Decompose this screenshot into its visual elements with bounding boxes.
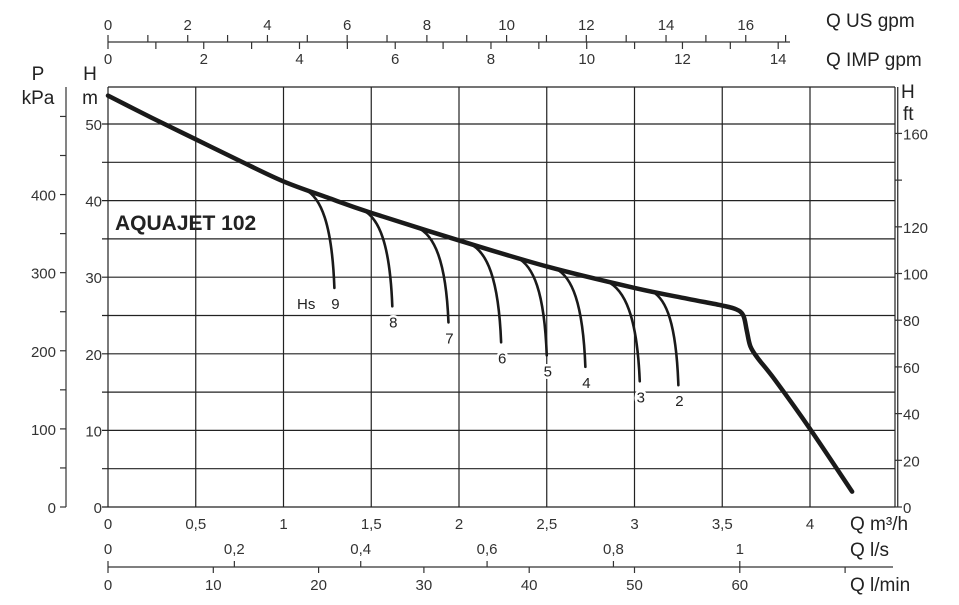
x-tick-label-ls: 0	[104, 541, 112, 558]
x-tick-label-lmin: 20	[310, 577, 327, 594]
y-tick-label-m: 30	[85, 270, 102, 287]
y-tick-label-ft: 20	[903, 453, 920, 470]
y-axis-unit-kpa: kPa	[22, 88, 55, 109]
x-tick-label-us-gpm: 4	[263, 17, 271, 34]
y-tick-label-m: 20	[85, 347, 102, 364]
x-tick-label-ls: 0,4	[350, 541, 371, 558]
suction-lift-curve	[605, 279, 642, 383]
suction-lift-label: 3	[637, 389, 645, 406]
y-axis-title-h: H	[83, 64, 97, 85]
y-tick-label-ft: 0	[903, 500, 911, 517]
y-tick-label-ft: 120	[903, 220, 928, 237]
main-pump-curve	[105, 93, 855, 494]
x-tick-label-m3h: 1	[279, 516, 287, 533]
y-axis-title-h-right: H	[901, 82, 915, 103]
x-axis-title-m3h: Q m³/h	[850, 514, 908, 535]
x-tick-label-m3h: 0	[104, 516, 112, 533]
y-tick-label-kpa: 300	[31, 266, 56, 283]
x-tick-label-imp-gpm: 0	[104, 51, 112, 68]
suction-lift-label: 4	[582, 375, 590, 392]
x-tick-label-m3h: 1,5	[361, 516, 382, 533]
x-tick-label-lmin: 0	[104, 577, 112, 594]
y-tick-label-m: 0	[94, 500, 102, 517]
suction-lift-label: 6	[498, 350, 506, 367]
x-tick-label-us-gpm: 6	[343, 17, 351, 34]
x-tick-label-us-gpm: 16	[737, 17, 754, 34]
x-tick-label-ls: 0,6	[477, 541, 498, 558]
y-axis-unit-ft: ft	[903, 104, 914, 125]
x-tick-label-us-gpm: 14	[658, 17, 675, 34]
suction-lift-label: 8	[389, 314, 397, 331]
y-tick-label-ft: 40	[903, 407, 920, 424]
y-tick-label-kpa: 0	[48, 500, 56, 517]
y-tick-label-ft: 160	[903, 126, 928, 143]
suction-lift-curve	[650, 290, 680, 387]
y-tick-label-ft: 80	[903, 313, 920, 330]
y-tick-label-m: 40	[85, 194, 102, 211]
y-tick-label-m: 10	[85, 423, 102, 440]
suction-lift-curve	[303, 187, 336, 290]
x-tick-label-lmin: 40	[521, 577, 538, 594]
chart-title: AQUAJET 102	[115, 212, 256, 235]
x-tick-label-m3h: 3,5	[712, 516, 733, 533]
x-tick-label-m3h: 4	[806, 516, 814, 533]
x-tick-label-imp-gpm: 12	[674, 51, 691, 68]
x-axis-title-us-gpm: Q US gpm	[826, 11, 915, 32]
suction-lift-curve	[554, 267, 587, 369]
suction-lift-curve	[361, 208, 394, 308]
x-tick-label-imp-gpm: 6	[391, 51, 399, 68]
suction-lift-curve	[515, 256, 549, 357]
x-tick-label-lmin: 30	[416, 577, 433, 594]
y-tick-label-kpa: 200	[31, 344, 56, 361]
x-tick-label-ls: 1	[736, 541, 744, 558]
x-axis-title-lmin: Q l/min	[850, 575, 910, 596]
suction-lift-curve	[415, 225, 450, 324]
x-tick-label-lmin: 10	[205, 577, 222, 594]
x-tick-label-imp-gpm: 2	[200, 51, 208, 68]
x-tick-label-ls: 0,2	[224, 541, 245, 558]
x-tick-label-imp-gpm: 8	[487, 51, 495, 68]
suction-lift-curve	[468, 242, 503, 344]
y-axis-unit-m: m	[82, 88, 98, 109]
y-tick-label-ft: 100	[903, 267, 928, 284]
x-tick-label-us-gpm: 8	[423, 17, 431, 34]
suction-lift-label: 5	[544, 363, 552, 380]
x-tick-label-m3h: 2	[455, 516, 463, 533]
x-tick-label-m3h: 3	[630, 516, 638, 533]
y-tick-label-kpa: 400	[31, 188, 56, 205]
x-tick-label-us-gpm: 2	[184, 17, 192, 34]
suction-lift-prefix-label: Hs	[297, 296, 315, 313]
x-tick-label-imp-gpm: 14	[770, 51, 787, 68]
suction-lift-label: 2	[675, 393, 683, 410]
x-tick-label-ls: 0,8	[603, 541, 624, 558]
x-tick-label-m3h: 0,5	[185, 516, 206, 533]
x-tick-label-us-gpm: 10	[498, 17, 515, 34]
x-tick-label-m3h: 2,5	[536, 516, 557, 533]
x-axis-title-imp-gpm: Q IMP gpm	[826, 50, 922, 71]
x-tick-label-imp-gpm: 4	[295, 51, 303, 68]
y-tick-label-m: 50	[85, 117, 102, 134]
x-tick-label-lmin: 60	[731, 577, 748, 594]
y-axis-title-p: P	[32, 64, 45, 85]
y-tick-label-kpa: 100	[31, 422, 56, 439]
x-tick-label-imp-gpm: 10	[578, 51, 595, 68]
x-tick-label-lmin: 50	[626, 577, 643, 594]
x-axis-title-ls: Q l/s	[850, 540, 889, 561]
suction-lift-label: 7	[445, 330, 453, 347]
x-tick-label-us-gpm: 12	[578, 17, 595, 34]
x-tick-label-us-gpm: 0	[104, 17, 112, 34]
y-tick-label-ft: 60	[903, 360, 920, 377]
suction-lift-label: 9	[331, 296, 339, 313]
